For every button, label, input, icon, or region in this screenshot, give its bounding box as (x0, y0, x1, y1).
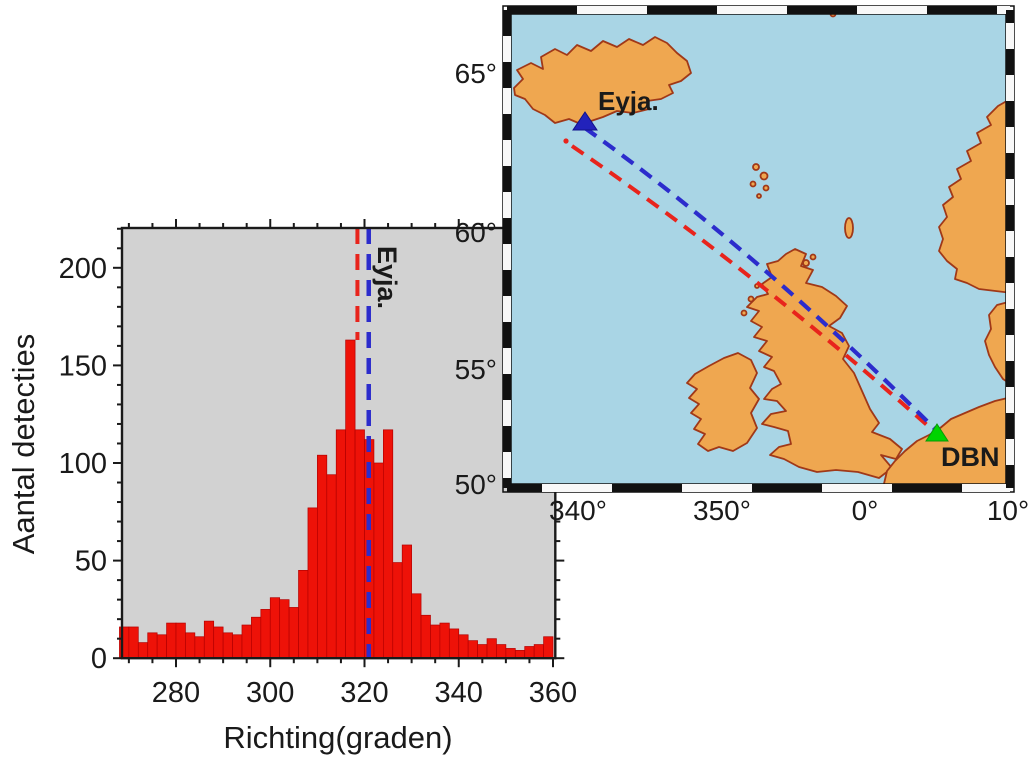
y-tick-label: 150 (59, 350, 107, 382)
y-tick-label: 0 (91, 643, 107, 675)
map-lon-tick-label: 340° (549, 495, 607, 526)
histogram-panel: 280 300 320 340 360 0 50 100 150 200 Richting(gra… (6, 219, 577, 755)
map-label-dbn: DBN (941, 442, 1000, 472)
histogram-bar (241, 624, 252, 659)
x-tick-label: 360 (529, 677, 577, 709)
histogram-bar (194, 636, 205, 659)
histogram-xaxis-title: Richting(graden) (223, 720, 452, 755)
y-tick-label: 200 (59, 253, 107, 285)
x-tick-label: 280 (152, 677, 200, 709)
histogram-bar (298, 570, 309, 659)
histogram-eyja-marker-label: Eyja. (372, 246, 402, 309)
y-tick-label: 100 (59, 448, 107, 480)
histogram-bar (458, 634, 469, 659)
land-orkney2 (809, 253, 817, 261)
bearing-path-observed (570, 144, 938, 435)
land-hebrides1 (747, 295, 755, 303)
histogram-bar (411, 593, 422, 659)
histogram-bar (128, 626, 139, 659)
histogram-bar (392, 562, 403, 659)
histogram-bar (137, 642, 149, 659)
station-marker-dbn (925, 423, 949, 442)
histogram-bar (288, 607, 299, 659)
histogram-bar (203, 620, 215, 659)
map-lat-tick-label: 65° (455, 58, 497, 89)
map-panel: Eyja. DBN 340° 350° 0° 10° 65° 60° 55° 50° (455, 5, 1030, 526)
bearing-path-theoretical (583, 126, 940, 434)
x-tick-label: 300 (246, 677, 294, 709)
histogram-bar (448, 628, 460, 659)
histogram-bar (373, 462, 384, 659)
land-orkney (802, 259, 810, 267)
land-ireland (686, 352, 760, 452)
bearing-path-start-dot (563, 138, 569, 144)
histogram-bar (269, 597, 281, 659)
histogram-bar (213, 626, 224, 659)
x-tick-label: 340 (435, 677, 483, 709)
land-faroe2 (759, 171, 769, 181)
histogram-bar (430, 624, 441, 659)
map-lon-tick-label: 10° (987, 495, 1029, 526)
map-frame (502, 5, 1015, 493)
histogram-bar (486, 638, 497, 659)
map-lat-tick-label: 55° (455, 354, 497, 385)
y-tick-label: 50 (75, 546, 107, 578)
land-faroe5 (756, 193, 762, 199)
histogram-bar (467, 640, 478, 659)
histogram-bar (533, 644, 544, 659)
histogram-bar (260, 609, 271, 659)
land-faroe4 (762, 184, 770, 192)
histogram-bar (354, 429, 365, 659)
histogram-bar (335, 429, 347, 659)
histogram-bar (383, 429, 394, 659)
histogram-bar (401, 544, 412, 659)
station-marker-eyja (572, 111, 598, 131)
map-lat-tick-label: 50° (455, 469, 497, 500)
histogram-bar (439, 622, 450, 659)
map-landmasses (513, 10, 1010, 488)
histogram-bar (166, 622, 177, 659)
histogram-bar (505, 648, 516, 659)
map-lon-tick-label: 350° (693, 495, 751, 526)
histogram-bar (496, 644, 507, 659)
map-lat-tick-label: 60° (455, 217, 497, 248)
histogram-bar (147, 632, 158, 659)
map-lon-tick-label: 0° (852, 495, 879, 526)
histogram-tick-labels: 280 300 320 340 360 0 50 100 150 200 (59, 253, 578, 709)
histogram-bar (420, 614, 431, 659)
land-faroe3 (749, 180, 757, 188)
histogram-yaxis-title: Aantal detecties (6, 334, 41, 555)
histogram-bar (345, 339, 356, 659)
histogram-bar (543, 636, 554, 659)
histogram-bar (524, 646, 535, 659)
histogram-marker-lines (355, 228, 371, 658)
histogram-bar (477, 644, 488, 659)
map-bearing-paths (563, 126, 940, 435)
histogram-bar (251, 616, 262, 659)
histogram-bar (156, 634, 167, 659)
x-tick-label: 320 (340, 677, 388, 709)
land-shetland (844, 217, 854, 239)
histogram-bar (307, 507, 318, 659)
histogram-bar (232, 634, 243, 659)
map-label-eyja: Eyja. (598, 86, 659, 116)
histogram-bar (326, 474, 337, 659)
histogram-bar (175, 622, 186, 659)
land-great-britain (746, 248, 903, 479)
land-faroe1 (752, 163, 760, 171)
land-hebrides2 (740, 309, 748, 317)
land-iceland (513, 36, 692, 126)
histogram-bar (317, 454, 328, 659)
land-norway (938, 98, 1010, 294)
histogram-bar (222, 632, 233, 659)
histogram-bar (185, 632, 196, 659)
map-tick-labels: 340° 350° 0° 10° 65° 60° 55° 50° (455, 58, 1030, 526)
histogram-bar (279, 599, 290, 659)
